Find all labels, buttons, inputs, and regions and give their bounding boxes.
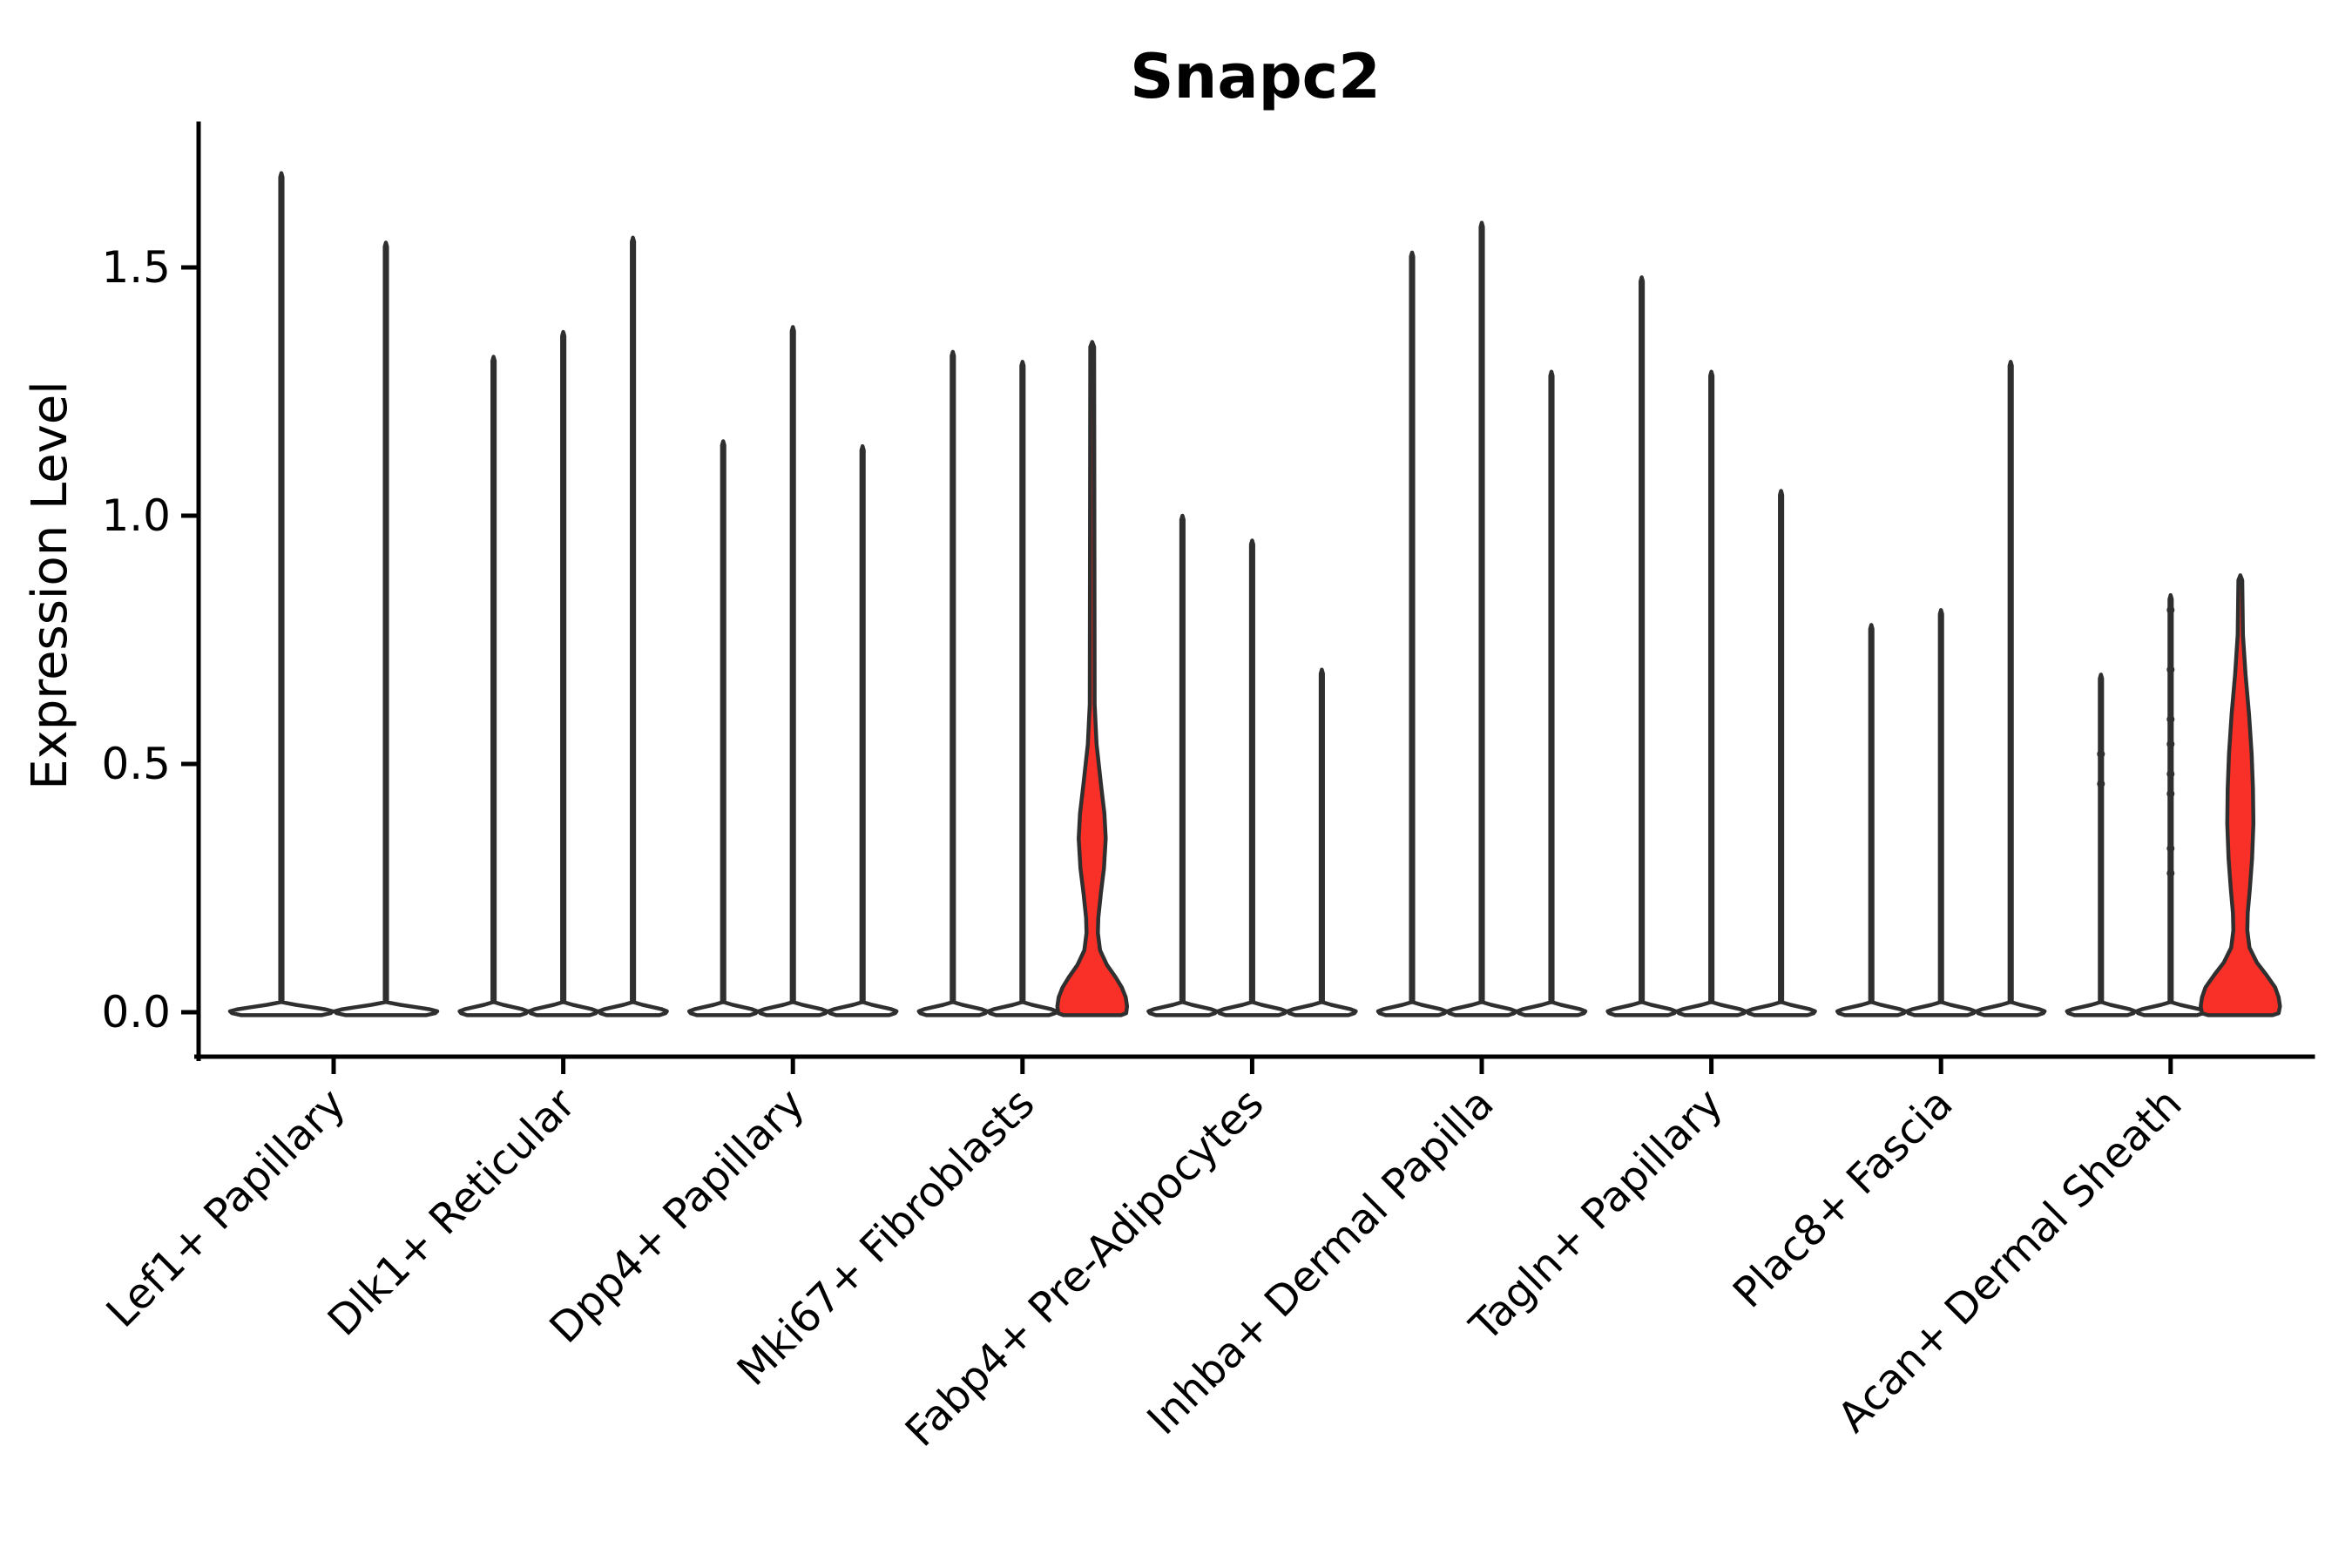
violin-8-3 (1974, 360, 2047, 1017)
y-axis-label: Expression Level (22, 381, 78, 790)
cell-point (2166, 769, 2175, 778)
cell-point (2166, 789, 2175, 798)
violin-9-2 (2134, 592, 2207, 1017)
x-axis-ticks (331, 1057, 2173, 1074)
violin-6-3 (1515, 369, 1588, 1017)
cell-point (2166, 605, 2175, 614)
y-tick-label-0: 0.0 (101, 987, 171, 1037)
violin-7-1 (1605, 275, 1678, 1017)
violin-2-2 (527, 329, 599, 1017)
chart-title: Snapc2 (1130, 41, 1381, 112)
violin-9-1 (2065, 672, 2138, 1017)
violin-layer (227, 171, 2282, 1017)
cell-point (2166, 740, 2175, 748)
violin-5-1 (1146, 513, 1219, 1017)
violin-3-1 (686, 439, 760, 1017)
violin-2-3 (597, 235, 669, 1017)
y-axis-ticks (181, 265, 199, 1015)
violin-2-1 (457, 355, 530, 1017)
violin-5-2 (1216, 538, 1288, 1017)
violin-6-2 (1445, 220, 1518, 1017)
violin-4-3 (1055, 340, 1130, 1017)
violin-1-2 (332, 240, 440, 1017)
cell-point (2097, 750, 2105, 759)
violin-7-2 (1675, 369, 1747, 1017)
violin-5-3 (1286, 667, 1358, 1017)
cell-point (2097, 780, 2105, 788)
violin-6-1 (1375, 250, 1449, 1017)
violin-4-1 (916, 349, 990, 1017)
violin-3-2 (756, 325, 829, 1017)
violin-8-1 (1835, 623, 1908, 1017)
violin-3-3 (826, 443, 899, 1017)
violin-9-3 (2199, 573, 2282, 1017)
cell-point (2166, 868, 2175, 877)
violin-7-3 (1745, 489, 1817, 1017)
cell-point (2166, 844, 2175, 853)
cell-point (2166, 666, 2175, 674)
violin-1-1 (227, 171, 335, 1017)
y-tick-label-3: 1.5 (101, 242, 171, 293)
violin-4-2 (986, 360, 1059, 1017)
y-tick-label-1: 0.5 (101, 739, 171, 789)
y-tick-label-2: 1.0 (101, 490, 171, 541)
cell-point (2166, 715, 2175, 724)
violin-8-2 (1904, 608, 1977, 1017)
